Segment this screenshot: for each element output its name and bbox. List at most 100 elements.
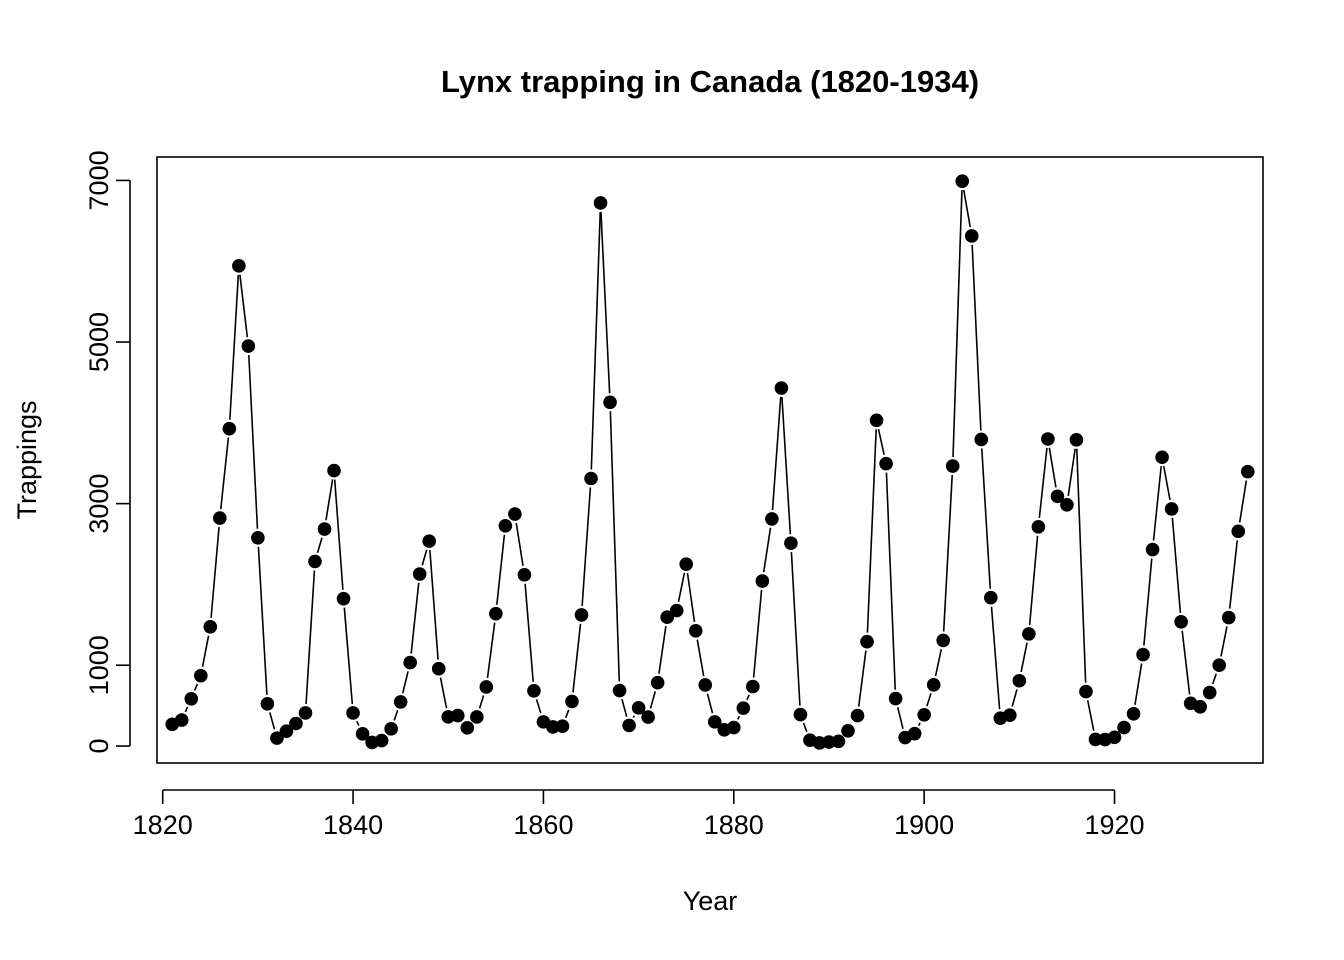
data-point [869,413,884,428]
series-segment [305,570,316,705]
data-point [1136,647,1150,662]
data-point [860,634,874,649]
series-segment [1211,673,1218,685]
series-segment [752,589,763,678]
series-segment [1238,480,1248,523]
series-segment [942,475,954,632]
data-point [574,608,589,622]
series-segment [781,396,792,535]
plot-box [156,156,1264,764]
series-segment [677,572,686,602]
data-point [384,722,398,736]
series-segment [210,526,220,618]
data-point [393,695,408,709]
series-segment [971,244,982,431]
series-segment [600,211,611,394]
series-segment [581,487,592,606]
series-segment [762,527,772,573]
series-segment [356,720,360,726]
data-point [308,554,322,569]
data-point [736,701,751,715]
data-point [679,557,694,571]
data-point [774,381,789,395]
data-point [279,724,294,738]
x-tick-label: 1840 [323,810,383,840]
y-tick-label: 7000 [84,150,114,210]
series-points [165,174,1255,750]
data-point [1126,706,1141,721]
series-segment [962,189,971,228]
data-point [746,679,760,694]
series-segment [325,479,334,521]
data-point [622,718,636,733]
series-segment [686,572,696,623]
data-point [289,716,303,731]
series-segment [486,622,496,679]
data-point [222,421,237,436]
data-point [726,720,741,735]
series-segment [896,707,904,729]
data-point [1088,732,1103,747]
series-segment [1011,689,1018,707]
series-segment [439,677,448,709]
y-axis-label: Trappings [12,400,42,519]
series-segment [934,649,943,677]
data-point [346,706,360,720]
data-point [1231,524,1246,539]
series-segment [917,722,921,726]
data-point [260,696,275,711]
data-point [603,395,617,410]
data-point [755,574,770,588]
data-point [1193,700,1207,714]
data-point [1117,720,1131,735]
series-segment [990,606,1001,710]
data-point [517,568,532,582]
data-point [793,707,808,722]
y-axis: 0 1000 3000 5000 7000 [84,150,131,754]
series-segment [649,691,657,709]
data-point [1050,489,1065,504]
series-segment [478,695,485,709]
series-segment [885,472,897,690]
data-point [669,603,684,618]
data-point [955,174,970,188]
data-point [1145,542,1160,557]
series-segment [193,683,199,691]
data-point [355,727,370,741]
series-segment [393,710,399,721]
data-point [1212,658,1227,673]
data-point [422,534,437,548]
series-segment [184,706,189,713]
series-segment [926,693,932,707]
data-point [926,677,941,692]
data-point [1079,684,1093,699]
series-segment [564,709,570,719]
series-segment [257,546,268,695]
data-point [888,691,903,706]
series-segment [229,274,240,420]
data-point [498,519,513,533]
series-segment [219,437,230,510]
series-segment [696,639,705,677]
y-tick-label: 1000 [84,635,114,695]
series-segment [1171,517,1182,613]
x-axis-label: Year [683,886,738,916]
series-segment [632,715,636,718]
series-segment [239,274,249,338]
data-point [489,606,503,621]
series-segment [866,429,877,633]
x-tick-label: 1920 [1084,810,1144,840]
series-segment [269,712,276,730]
series-segment [1143,558,1153,646]
series-segment [1028,535,1039,625]
series-segment [1220,626,1228,657]
data-point [1060,498,1074,512]
data-point [270,731,284,745]
series-segment [524,583,534,682]
data-point [203,620,218,634]
series-segment [621,698,628,717]
series-segment [410,582,420,654]
data-point [1041,432,1055,446]
data-point [403,655,417,670]
